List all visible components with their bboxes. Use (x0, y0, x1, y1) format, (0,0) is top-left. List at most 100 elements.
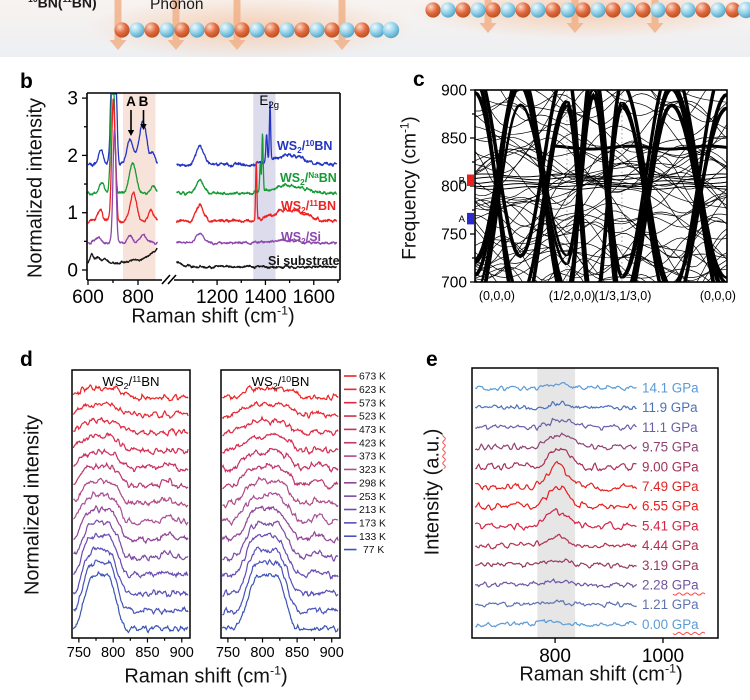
panel-letter-d: d (20, 348, 33, 371)
d-curves-0 (72, 384, 189, 634)
nitrogen-atom (737, 1, 750, 19)
boron-atom (455, 2, 471, 18)
spectrum-ws2-si (87, 128, 158, 245)
pressure-spectrum-11.9 (474, 400, 637, 411)
legend-entry-373K: 373 K (344, 452, 386, 463)
boron-atom (264, 22, 280, 38)
legend-entry-573K: 573 K (344, 398, 386, 409)
d-subpanel-title: WS2/11BN (102, 374, 159, 391)
phonon-label: Phonon (150, 0, 204, 13)
d-axes-0 (71, 369, 191, 639)
spectrum-ws2-nabn (87, 93, 158, 196)
boron-atom (114, 22, 130, 38)
d-xtick-label: 850 (285, 645, 309, 661)
highlight-band (537, 368, 576, 638)
spectrum-si-substrate (175, 261, 338, 270)
svg-text:133 K: 133 K (359, 532, 386, 543)
b-xtick-label: 1600 (293, 287, 335, 308)
d-xtick-label: 750 (67, 645, 91, 661)
svg-text:373 K: 373 K (359, 452, 386, 463)
spectrum-ws2-11bn (87, 98, 159, 224)
pressure-label-1.21: 1.21 GPa (642, 597, 699, 612)
d-xtick-label: 900 (320, 645, 344, 661)
phonon-arrow-icon (479, 0, 497, 33)
e-axes (471, 367, 719, 639)
legend-entry-323K: 323 K (344, 465, 386, 476)
e-ticks (554, 638, 664, 643)
boron-atom (144, 22, 160, 38)
raman-spectra-chart: WS2/10BN WS2/NaBN WS2/11BN WS2/Si Si substra… (67, 89, 341, 308)
pressure-spectrum-7.49 (475, 460, 638, 492)
c-ytick-label: 700 (441, 275, 467, 292)
b-axes (86, 92, 341, 285)
temp-spectrum-423K (222, 462, 339, 490)
b-xtick-label: 600 (72, 287, 104, 308)
pressure-label-6.55: 6.55 GPa (642, 499, 699, 514)
nitrogen-atom (219, 22, 235, 38)
spectrum-ws2-11bn (175, 162, 338, 224)
down-arrow-icon (140, 110, 147, 130)
temp-spectrum-573K (222, 415, 339, 437)
phonon-bands (475, 90, 727, 282)
temperature-raman-chart: 750 800 850 900 WS2/11BN 750 800 850 900 WS2/10BN… (67, 369, 386, 661)
e-xlabel-sup: -1 (664, 661, 676, 676)
d-xlabel: Raman shift (cm-1) (124, 664, 287, 689)
down-arrow-icon (127, 110, 135, 136)
pressure-label-4.44: 4.44 GPa (642, 538, 699, 553)
legend-entry-213K: 213 K (344, 505, 386, 516)
kpath-label: (0,0,0) (479, 289, 515, 303)
b-xtick-label: 800 (122, 287, 154, 308)
svg-text:523 K: 523 K (359, 412, 386, 423)
temp-spectrum-253K (222, 520, 339, 563)
phonon-dispersion-chart: 700 750 800 850 900 (0,0,0) (1/2,0,0) (1/3,1/3,… (441, 83, 736, 304)
e-xtick-label: 800 (539, 646, 571, 667)
panel-letter-b: b (20, 70, 33, 93)
d-xtick-label: 800 (250, 645, 274, 661)
series-label-ws2-nabn: WS2/NaBN (280, 171, 337, 187)
c-ytick-label: 900 (441, 83, 467, 100)
temp-spectrum-473K (221, 447, 339, 474)
b-ytick-label: 2 (67, 146, 78, 167)
nitrogen-atom (530, 2, 546, 18)
mode-marker-label: A (459, 214, 466, 225)
d-xtick-label: 750 (216, 645, 240, 661)
b-ylabel: Normalized intensity (24, 97, 47, 279)
spectrum-ws2-si (175, 232, 338, 246)
nitrogen-atom (159, 22, 175, 38)
nitrogen-atom (500, 2, 516, 18)
legend-entry-623K: 623 K (344, 385, 386, 396)
b-xlabel-pre: Raman shift (cm (131, 305, 277, 328)
b-xtick-label: 1200 (196, 287, 238, 308)
d-xlabel-pre: Raman shift (cm (124, 665, 270, 688)
svg-text:573 K: 573 K (359, 398, 386, 409)
boron-atom (174, 22, 190, 38)
legend-entry-133K: 133 K (344, 532, 386, 543)
d-xtick-label: 800 (101, 645, 125, 661)
d-ticks-0 (78, 638, 183, 643)
pressure-spectrum-9.00 (475, 447, 637, 472)
spectrum-ws2-10bn (87, 93, 159, 168)
d-xtick-label: 900 (170, 645, 194, 661)
legend-entry-253K: 253 K (344, 492, 386, 503)
legend-entry-298K: 298 K (344, 478, 386, 489)
phonon-arrow-icon (167, 0, 185, 50)
svg-text:77 K: 77 K (363, 545, 384, 556)
pressure-label-7.49: 7.49 GPa (642, 479, 699, 494)
boron-atom (635, 2, 651, 18)
highlight-band (123, 93, 156, 280)
c-ylabel: Frequency (cm-1) (398, 116, 421, 260)
pressure-label-5.41: 5.41 GPa (642, 518, 699, 533)
mode-marker-label: B (459, 176, 465, 187)
e-xtick-label: 1000 (642, 646, 684, 667)
pressure-spectrum-3.19 (475, 558, 637, 569)
temp-spectrum-673K (222, 384, 339, 402)
boron-atom (294, 22, 310, 38)
boron-atom (725, 2, 741, 18)
boron-atom (515, 2, 531, 18)
d-ticks-1 (227, 638, 333, 643)
pressure-label-2.28: 2.28 GPa (642, 578, 699, 593)
e-ylabel-pre: Intensity ( (421, 468, 444, 556)
nitrogen-atom (369, 22, 385, 38)
kpath-label: (1/2,0,0) (549, 289, 596, 303)
nitrogen-atom (620, 2, 636, 18)
